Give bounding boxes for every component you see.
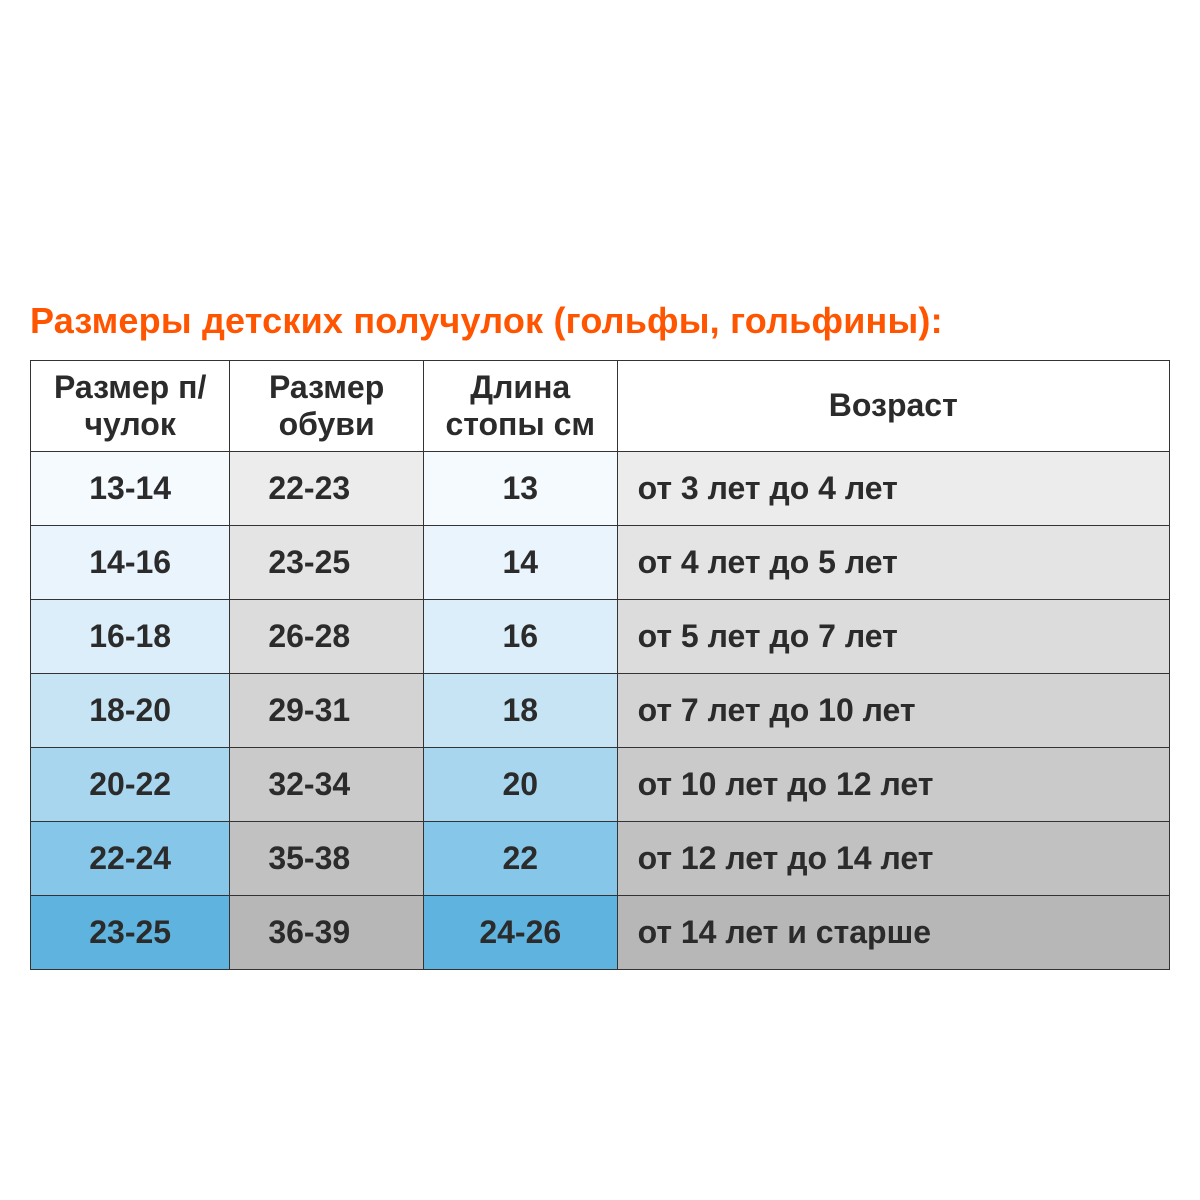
cell-sock_size: 22-24 [31,821,230,895]
table-row: 18-2029-3118от 7 лет до 10 лет [31,673,1170,747]
cell-foot_len: 20 [423,747,617,821]
table-row: 23-2536-3924-26от 14 лет и старше [31,895,1170,969]
table-row: 16-1826-2816от 5 лет до 7 лет [31,599,1170,673]
cell-foot_len: 14 [423,525,617,599]
cell-sock_size: 18-20 [31,673,230,747]
table-header-row: Размер п/чулок Размер обуви Длина стопы … [31,361,1170,452]
cell-foot_len: 24-26 [423,895,617,969]
cell-foot_len: 13 [423,451,617,525]
cell-shoe_size: 23-25 [230,525,424,599]
cell-age: от 12 лет до 14 лет [617,821,1169,895]
cell-age: от 3 лет до 4 лет [617,451,1169,525]
table-row: 13-1422-2313от 3 лет до 4 лет [31,451,1170,525]
cell-sock_size: 23-25 [31,895,230,969]
cell-age: от 10 лет до 12 лет [617,747,1169,821]
cell-age: от 14 лет и старше [617,895,1169,969]
cell-foot_len: 16 [423,599,617,673]
cell-shoe_size: 26-28 [230,599,424,673]
table-title: Размеры детских получулок (гольфы, гольф… [30,300,1170,342]
col-header-age: Возраст [617,361,1169,452]
cell-foot_len: 22 [423,821,617,895]
col-header-shoe: Размер обуви [230,361,424,452]
cell-age: от 7 лет до 10 лет [617,673,1169,747]
cell-sock_size: 20-22 [31,747,230,821]
table-row: 22-2435-3822от 12 лет до 14 лет [31,821,1170,895]
cell-sock_size: 14-16 [31,525,230,599]
cell-age: от 5 лет до 7 лет [617,599,1169,673]
table-row: 20-2232-3420от 10 лет до 12 лет [31,747,1170,821]
cell-sock_size: 16-18 [31,599,230,673]
cell-shoe_size: 36-39 [230,895,424,969]
cell-shoe_size: 22-23 [230,451,424,525]
size-table: Размер п/чулок Размер обуви Длина стопы … [30,360,1170,970]
cell-shoe_size: 35-38 [230,821,424,895]
col-header-foot: Длина стопы см [423,361,617,452]
cell-shoe_size: 32-34 [230,747,424,821]
cell-shoe_size: 29-31 [230,673,424,747]
cell-sock_size: 13-14 [31,451,230,525]
cell-foot_len: 18 [423,673,617,747]
table-row: 14-1623-2514от 4 лет до 5 лет [31,525,1170,599]
col-header-sock: Размер п/чулок [31,361,230,452]
cell-age: от 4 лет до 5 лет [617,525,1169,599]
